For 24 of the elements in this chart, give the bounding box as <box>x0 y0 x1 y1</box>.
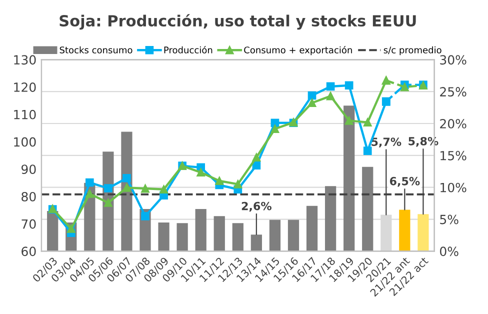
y2-tick-label: 5% <box>440 214 458 224</box>
y2-tick-label: 0% <box>440 246 458 256</box>
data-label: 5,7% <box>372 138 402 148</box>
chart-title: Soja: Producción, uso total y stocks EEUU <box>60 14 416 30</box>
y-tick-label: 80 <box>22 192 36 202</box>
y-tick-label: 100 <box>14 137 36 147</box>
y-tick-label: 120 <box>14 82 36 92</box>
y2-tick-label: 25% <box>440 87 466 97</box>
data-label: 5,8% <box>408 136 438 147</box>
y-tick-label: 70 <box>22 219 36 229</box>
y2-tick-label: 15% <box>440 150 466 160</box>
y2-tick-label: 10% <box>440 182 466 192</box>
legend-label: Consumo + exportación <box>244 46 352 56</box>
legend-label: Producción <box>164 46 212 54</box>
y-tick-label: 110 <box>14 110 36 120</box>
y-tick-label: 90 <box>22 164 36 174</box>
legend-label: Stocks consumo <box>60 46 132 54</box>
data-label: 2,6% <box>242 202 272 212</box>
y2-tick-label: 20% <box>440 118 466 128</box>
y-tick-label: 130 <box>14 55 36 65</box>
legend-label: s/c promedio <box>384 46 442 56</box>
y2-tick-label: 30% <box>440 55 466 65</box>
y-tick-label: 60 <box>22 246 36 256</box>
data-label: 6,5% <box>390 176 420 187</box>
